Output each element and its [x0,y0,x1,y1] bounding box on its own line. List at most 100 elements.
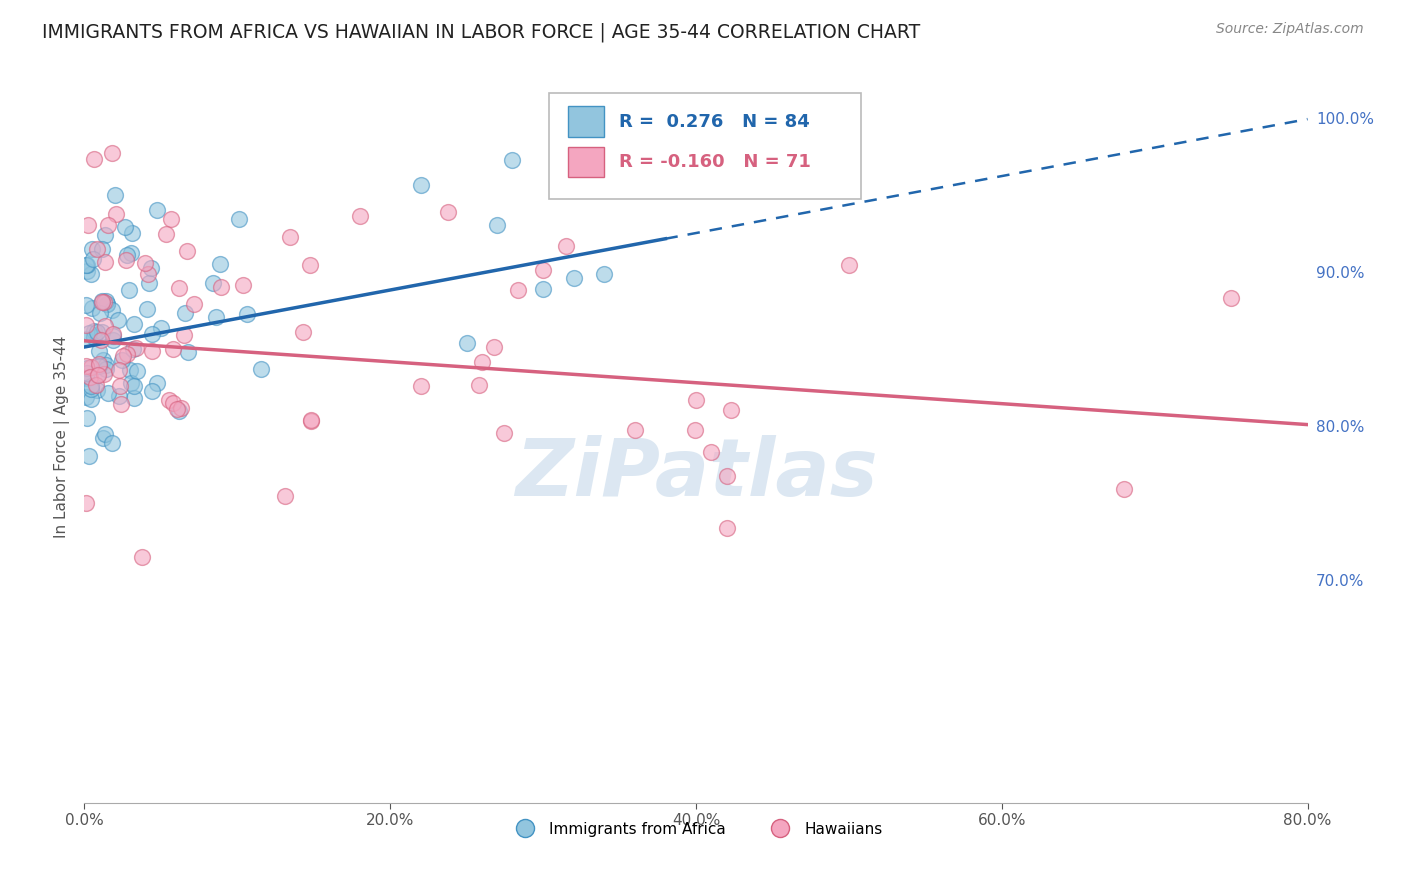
Point [75,258,97,272]
Legend: Immigrants from Africa, Hawaiians: Immigrants from Africa, Hawaiians [503,815,889,843]
Point [80,359,103,374]
Point [96,297,118,311]
Point [75,390,97,404]
Point [299,258,322,272]
Point [456,335,478,350]
Point [150,321,173,335]
Point [86,383,108,397]
Point [80,382,103,396]
Point [562,270,585,285]
Point [97,385,120,400]
Point [136,267,159,281]
Point [80,268,103,282]
Point [838,258,860,272]
Point [79,370,101,384]
Point [121,226,143,240]
Point [409,178,432,192]
Point [75,496,97,510]
Point [75,359,97,374]
Point [83,324,105,338]
Point [471,355,494,369]
Point [555,238,578,252]
Point [209,257,232,271]
Point [700,445,723,459]
Point [228,211,250,226]
Point [120,245,142,260]
Text: R =  0.276   N = 84: R = 0.276 N = 84 [619,113,810,131]
Point [117,347,139,361]
Point [146,376,169,390]
Point [716,521,738,535]
Point [91,431,114,445]
Point [531,282,554,296]
Point [76,264,98,278]
Point [720,403,742,417]
Point [101,333,124,347]
Point [201,277,224,291]
Point [76,366,98,380]
Point [77,218,100,232]
Point [83,330,105,344]
Point [183,296,205,310]
Point [118,283,141,297]
Point [96,296,118,310]
Point [82,252,104,266]
Point [75,332,97,346]
Point [90,242,112,256]
Point [166,401,188,416]
Point [155,227,177,241]
Point [131,549,153,564]
Point [593,267,616,281]
Point [162,396,184,410]
Point [492,425,515,440]
Point [96,362,118,376]
Point [249,362,271,376]
Point [96,358,118,372]
Point [91,353,114,368]
FancyBboxPatch shape [550,94,860,200]
Point [124,341,146,355]
Point [76,410,98,425]
Point [120,376,142,391]
Point [110,397,132,411]
Text: Source: ZipAtlas.com: Source: ZipAtlas.com [1216,22,1364,37]
Point [94,318,117,333]
Point [114,220,136,235]
Point [141,384,163,399]
Point [436,205,458,219]
Point [205,310,228,324]
Point [115,252,138,267]
Point [77,449,100,463]
Point [506,283,529,297]
Point [136,302,159,317]
Point [87,367,110,381]
Point [209,280,232,294]
Point [101,146,124,161]
Point [502,153,524,168]
Point [232,278,254,293]
Point [1220,291,1243,305]
Point [468,378,491,392]
Y-axis label: In Labor Force | Age 35-44: In Labor Force | Age 35-44 [55,336,70,538]
Point [75,318,97,332]
Point [108,379,131,393]
Point [84,377,107,392]
Point [486,218,509,232]
Point [274,489,297,503]
Text: IMMIGRANTS FROM AFRICA VS HAWAIIAN IN LABOR FORCE | AGE 35-44 CORRELATION CHART: IMMIGRANTS FROM AFRICA VS HAWAIIAN IN LA… [42,22,921,42]
Point [683,423,706,437]
Point [173,328,195,343]
Point [176,244,198,258]
Point [121,343,143,357]
Point [101,435,124,450]
Point [104,188,127,202]
Point [94,294,117,309]
Point [173,306,195,320]
Point [134,256,156,270]
Point [169,404,191,418]
Point [125,364,148,378]
Point [104,207,127,221]
Point [87,359,110,373]
Point [82,242,104,256]
Point [349,210,371,224]
